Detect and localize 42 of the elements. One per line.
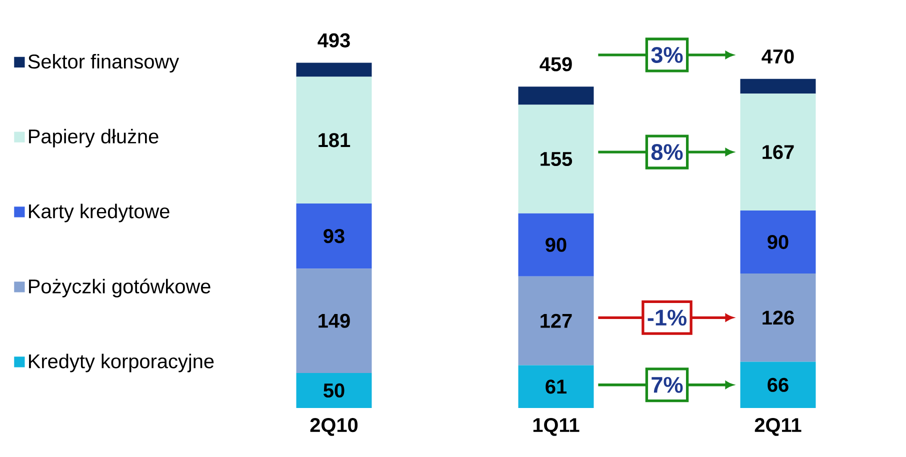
- bar: [296, 268, 372, 373]
- legend-label: Sektor finansowy: [28, 54, 180, 73]
- data-label: 155: [540, 152, 572, 166]
- data-label: 90: [768, 234, 788, 250]
- x-tick-label: 2Q11: [754, 418, 802, 436]
- bar: [296, 76, 372, 204]
- x-tick-label: 2Q10: [310, 418, 358, 436]
- bar: [740, 78, 816, 94]
- bar: [518, 86, 594, 105]
- bar: [296, 372, 372, 408]
- legend-label: Karty kredytowe: [29, 204, 170, 222]
- data-label: 127: [540, 314, 572, 328]
- bar: [296, 62, 372, 77]
- bar: [518, 276, 594, 366]
- bar: [740, 362, 816, 408]
- data-label: 61: [546, 380, 567, 394]
- total-label: 459: [540, 57, 572, 72]
- data-label: 93: [324, 229, 344, 244]
- bar: [518, 365, 594, 408]
- annotation: 7%: [652, 376, 683, 393]
- data-label: 50: [324, 383, 344, 398]
- bar: [518, 213, 594, 276]
- annotation: 8%: [651, 144, 683, 160]
- bar: [518, 104, 594, 214]
- data-label: 167: [762, 144, 794, 160]
- legend-label: Kredyty korporacyjne: [29, 354, 214, 372]
- annotation: 3%: [651, 46, 683, 63]
- bar: [740, 210, 816, 274]
- legend-label: Pożyczki gotówkowe: [29, 278, 210, 298]
- bar: [740, 94, 816, 211]
- annotation: -1%: [648, 310, 686, 326]
- total-label: 493: [318, 33, 350, 48]
- data-label: 90: [546, 238, 566, 252]
- data-label: 126: [762, 310, 794, 325]
- bar: [740, 274, 816, 362]
- total-label: 470: [762, 49, 794, 64]
- legend-label: Papiery dłużne: [29, 128, 158, 148]
- data-label: 149: [318, 314, 350, 328]
- data-label: 181: [318, 133, 350, 148]
- bar: [296, 204, 372, 269]
- x-tick-label: 1Q11: [533, 418, 580, 436]
- data-label: 66: [768, 378, 788, 392]
